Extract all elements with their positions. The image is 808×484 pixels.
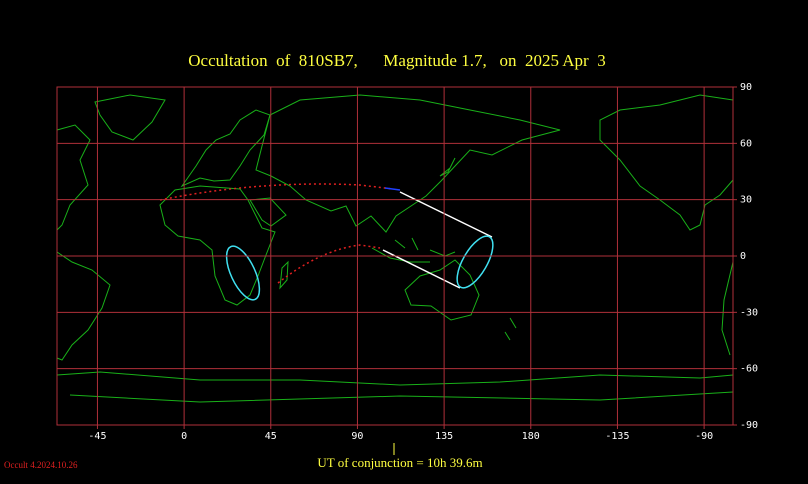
x-tick-label: 45	[265, 431, 277, 442]
antarctica	[56, 371, 734, 403]
madagascar	[279, 260, 289, 290]
greenland	[94, 94, 166, 141]
south-america	[56, 251, 111, 361]
indonesia	[371, 237, 456, 263]
x-tick-label: 180	[522, 431, 540, 442]
shadow-start	[225, 245, 261, 301]
conjunction-time: UT of conjunction = 10h 39.6m	[317, 455, 482, 470]
north-america-west	[599, 94, 734, 231]
south-america-west	[721, 261, 734, 356]
y-tick-label: -30	[740, 307, 758, 318]
path-segment	[384, 187, 401, 191]
new-zealand	[504, 317, 517, 341]
arabia	[249, 197, 287, 227]
x-tick-label: 90	[351, 431, 363, 442]
australia	[404, 259, 480, 321]
y-tick-label: -60	[740, 364, 758, 375]
path-south-limit	[277, 244, 381, 284]
y-tick-label: -90	[740, 420, 758, 431]
y-tick-label: 0	[740, 251, 746, 262]
north-america-east	[56, 124, 91, 231]
map-frame	[56, 86, 734, 426]
x-tick-label: -90	[695, 431, 713, 442]
map-title: Occultation of 810SB7, Magnitude 1.7, on…	[188, 51, 605, 70]
x-tick-label: 0	[181, 431, 187, 442]
y-tick-label: 90	[740, 82, 752, 93]
version: Occult 4.2024.10.26	[4, 460, 78, 470]
coastlines	[56, 94, 734, 403]
y-tick-label: 60	[740, 138, 752, 149]
x-tick-label: -135	[605, 431, 629, 442]
japan	[439, 157, 456, 177]
x-tick-label: 135	[435, 431, 453, 442]
x-tick-label: -45	[88, 431, 106, 442]
y-tick-label: 30	[740, 195, 752, 206]
africa	[159, 185, 276, 306]
